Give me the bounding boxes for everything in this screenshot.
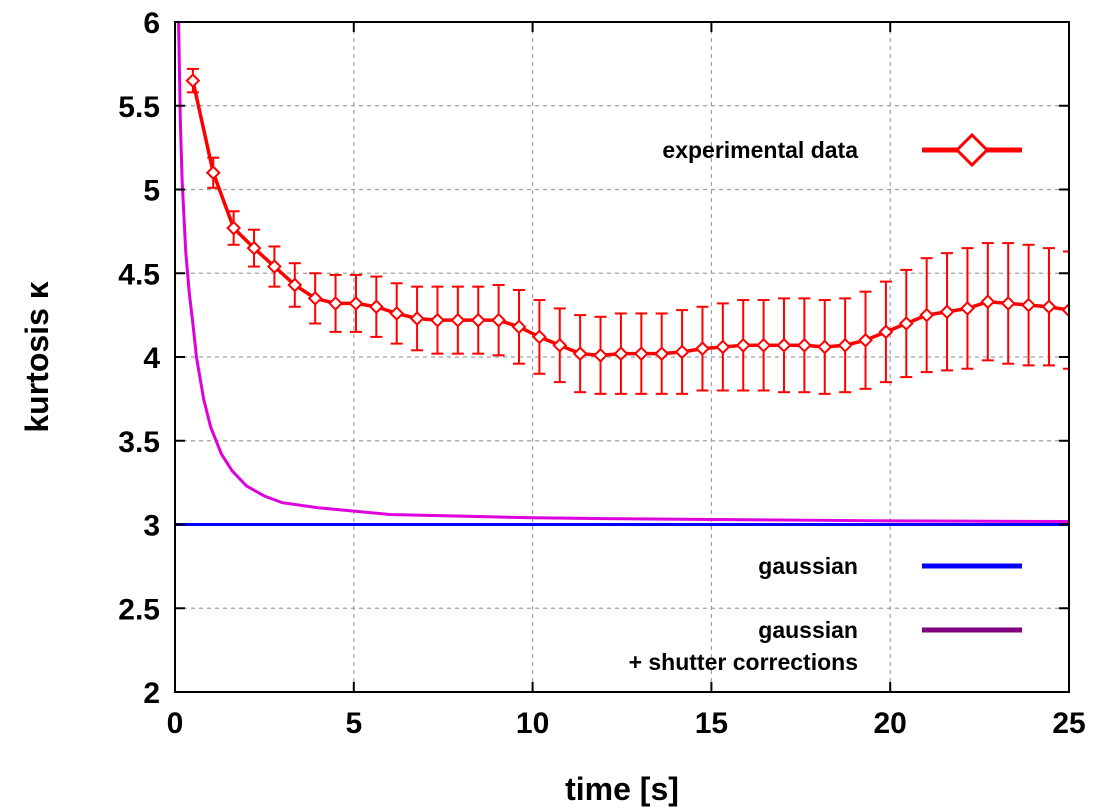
y-tick-label: 2.5 xyxy=(118,593,160,626)
y-axis-title: kurtosis κ xyxy=(19,281,55,432)
legend-label-experimental: experimental data xyxy=(662,137,858,163)
plot-area xyxy=(175,22,1069,526)
y-tick-label: 3.5 xyxy=(118,426,160,459)
data-point-diamond xyxy=(817,339,833,355)
data-point-diamond xyxy=(552,337,568,353)
data-point-diamond xyxy=(287,277,303,293)
data-point-diamond xyxy=(919,307,935,323)
data-point-diamond xyxy=(613,346,629,362)
data-point-diamond xyxy=(1041,299,1057,315)
data-point-diamond xyxy=(348,295,364,311)
data-point-diamond xyxy=(633,346,649,362)
data-point-diamond xyxy=(980,294,996,310)
shutter-correction-curve xyxy=(177,22,1069,523)
data-point-diamond xyxy=(328,295,343,311)
data-point-diamond xyxy=(1061,302,1069,318)
legend-diamond-marker xyxy=(954,132,990,168)
data-point-diamond xyxy=(470,312,486,328)
x-axis-title: time [s] xyxy=(565,771,679,807)
data-point-diamond xyxy=(735,337,751,353)
data-curves xyxy=(175,22,1069,526)
data-point-diamond xyxy=(531,329,547,345)
data-point-diamond xyxy=(756,337,772,353)
legend-label-shutter: gaussian xyxy=(758,617,858,643)
data-point-diamond xyxy=(409,311,425,326)
data-point-diamond xyxy=(898,316,914,331)
data-point-diamond xyxy=(796,337,812,353)
data-point-diamond xyxy=(837,337,853,353)
data-point-diamond xyxy=(654,346,670,362)
y-tick-label: 4.5 xyxy=(118,258,160,291)
data-point-diamond xyxy=(776,337,792,353)
legend-label-gaussian: gaussian xyxy=(758,553,858,579)
y-tick-label: 4 xyxy=(143,342,160,375)
legend: experimental data gaussian gaussian + sh… xyxy=(629,132,1022,675)
data-point-diamond xyxy=(1021,297,1037,313)
data-point-diamond xyxy=(185,73,201,89)
y-tick-label: 3 xyxy=(143,510,160,543)
x-tick-label: 25 xyxy=(1052,707,1085,740)
data-point-diamond xyxy=(695,341,710,357)
data-point-diamond xyxy=(226,220,242,236)
x-tick-label: 5 xyxy=(345,707,362,740)
data-point-diamond xyxy=(246,240,262,256)
y-tick-label: 2 xyxy=(143,677,160,710)
data-point-diamond xyxy=(858,332,873,348)
data-point-diamond xyxy=(368,299,384,315)
data-point-diamond xyxy=(491,312,507,328)
x-tick-label: 15 xyxy=(695,707,728,740)
data-point-diamond xyxy=(572,346,588,362)
data-point-diamond xyxy=(1000,295,1016,311)
data-point-diamond xyxy=(450,312,466,328)
data-point-diamond xyxy=(715,339,731,355)
data-point-diamond xyxy=(878,324,894,340)
y-tick-label: 5.5 xyxy=(118,91,160,124)
data-point-diamond xyxy=(389,306,405,321)
data-point-diamond xyxy=(960,301,975,316)
data-point-diamond xyxy=(939,304,955,320)
x-tick-label: 0 xyxy=(167,707,184,740)
axis-ticks: 0 5 10 15 20 25 2 2.5 3 3.5 4 4.5 5 5.5 6 xyxy=(118,7,1085,740)
x-tick-label: 10 xyxy=(516,707,549,740)
data-point-diamond xyxy=(430,312,445,328)
y-tick-label: 6 xyxy=(143,7,160,40)
data-point-diamond xyxy=(307,290,323,306)
legend-label-shutter-line2: + shutter corrections xyxy=(629,649,858,675)
x-tick-label: 20 xyxy=(874,707,907,740)
data-point-diamond xyxy=(674,344,690,360)
data-point-diamond xyxy=(593,347,608,363)
data-point-diamond xyxy=(205,165,221,181)
y-tick-label: 5 xyxy=(143,175,160,208)
data-point-diamond xyxy=(511,319,527,335)
data-point-diamond xyxy=(266,259,282,274)
